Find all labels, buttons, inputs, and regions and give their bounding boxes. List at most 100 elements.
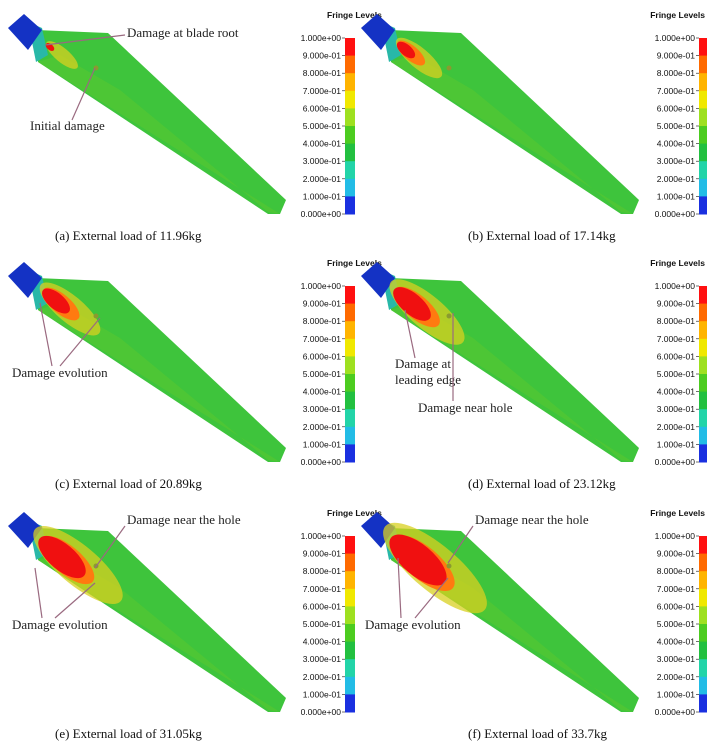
blade-shade xyxy=(38,303,280,462)
legend-title: Fringe Levels xyxy=(650,508,705,518)
colorbar-segment xyxy=(345,606,355,625)
colorbar-segment xyxy=(699,73,707,92)
blade xyxy=(36,30,286,214)
colorbar-segment xyxy=(345,73,355,92)
annotation: Damage near the hole xyxy=(475,512,589,527)
annotation-arrow xyxy=(34,567,43,619)
level-label: 8.000e-01 xyxy=(657,566,696,576)
level-label: 1.000e+00 xyxy=(655,531,696,541)
blade-root xyxy=(361,14,395,50)
annotation-arrow xyxy=(447,525,474,564)
blade-root xyxy=(8,262,42,298)
level-label: 6.000e-01 xyxy=(303,103,342,113)
colorbar-segment xyxy=(699,659,707,678)
level-label: 5.000e-01 xyxy=(303,619,342,629)
colorbar-segment xyxy=(345,126,355,145)
level-label: 0.000e+00 xyxy=(301,707,342,717)
colorbar-segment xyxy=(699,624,707,643)
level-label: 2.000e-01 xyxy=(303,174,342,184)
colorbar-segment xyxy=(699,38,707,57)
colorbar-segment xyxy=(699,606,707,625)
caption: (a) External load of 11.96kg xyxy=(55,228,202,243)
level-label: 6.000e-01 xyxy=(657,601,696,611)
colorbar-segment xyxy=(699,571,707,590)
level-label: 0.000e+00 xyxy=(301,209,342,219)
damage-high xyxy=(396,41,416,59)
level-label: 7.000e-01 xyxy=(657,584,696,594)
level-label: 4.000e-01 xyxy=(657,387,696,397)
level-label: 9.000e-01 xyxy=(303,549,342,559)
colorbar-segment xyxy=(699,553,707,572)
colorbar-segment xyxy=(345,409,355,428)
colorbar-segment xyxy=(699,676,707,695)
panel: Fringe Levels 1.000e+00 9.000e-01 8.000e-01… xyxy=(361,508,707,741)
colorbar-segment xyxy=(699,55,707,74)
level-label: 6.000e-01 xyxy=(303,351,342,361)
annotation: Damage at xyxy=(395,356,451,371)
caption: (b) External load of 17.14kg xyxy=(468,228,616,243)
level-label: 9.000e-01 xyxy=(657,51,696,61)
level-label: 1.000e-01 xyxy=(657,191,696,201)
colorbar-segment xyxy=(345,694,355,713)
annotation-arrow xyxy=(404,309,416,359)
colorbar-segment xyxy=(345,108,355,127)
colorbar-segment xyxy=(345,286,355,305)
level-label: 8.000e-01 xyxy=(303,68,342,78)
level-label: 2.000e-01 xyxy=(657,422,696,432)
annotation: leading edge xyxy=(395,372,461,387)
colorbar-segment xyxy=(699,426,707,445)
level-label: 3.000e-01 xyxy=(303,156,342,166)
colorbar-segment xyxy=(345,196,355,215)
level-label: 1.000e+00 xyxy=(655,33,696,43)
colorbar-segment xyxy=(699,321,707,340)
panel: Fringe Levels 1.000e+00 9.000e-01 8.000e-01… xyxy=(361,10,707,243)
level-label: 1.000e+00 xyxy=(301,531,342,541)
colorbar-segment xyxy=(699,374,707,393)
colorbar-segment xyxy=(699,391,707,410)
legend-title: Fringe Levels xyxy=(327,258,382,268)
caption: (f) External load of 33.7kg xyxy=(468,726,607,741)
legend-title: Fringe Levels xyxy=(327,10,382,20)
level-label: 8.000e-01 xyxy=(303,316,342,326)
annotation-arrow xyxy=(59,317,101,367)
level-label: 4.000e-01 xyxy=(303,637,342,647)
hole xyxy=(446,563,452,569)
level-label: 2.000e-01 xyxy=(303,672,342,682)
level-label: 4.000e-01 xyxy=(303,387,342,397)
annotation: Damage near the hole xyxy=(127,512,241,527)
hole xyxy=(93,313,99,319)
colorbar-segment xyxy=(345,553,355,572)
level-label: 0.000e+00 xyxy=(655,707,696,717)
colorbar-segment xyxy=(699,641,707,660)
damage-high xyxy=(393,287,431,321)
colorbar-segment xyxy=(345,356,355,375)
blade xyxy=(389,30,639,214)
caption: (c) External load of 20.89kg xyxy=(55,476,202,491)
level-label: 7.000e-01 xyxy=(303,334,342,344)
level-label: 1.000e+00 xyxy=(301,281,342,291)
damage-high xyxy=(38,535,86,579)
level-label: 1.000e-01 xyxy=(303,439,342,449)
level-label: 6.000e-01 xyxy=(657,103,696,113)
annotation: Initial damage xyxy=(30,118,105,133)
level-label: 1.000e+00 xyxy=(301,33,342,43)
colorbar-segment xyxy=(345,178,355,197)
level-label: 9.000e-01 xyxy=(657,549,696,559)
annotation: Damage at blade root xyxy=(127,25,239,40)
colorbar-segment xyxy=(345,641,355,660)
annotation: Damage near hole xyxy=(418,400,513,415)
colorbar-segment xyxy=(699,536,707,555)
legend-title: Fringe Levels xyxy=(650,10,705,20)
colorbar-segment xyxy=(345,624,355,643)
colorbar-segment xyxy=(345,143,355,162)
colorbar-segment xyxy=(699,161,707,180)
level-label: 5.000e-01 xyxy=(657,121,696,131)
damage-high xyxy=(41,288,71,314)
damage-high xyxy=(389,534,447,586)
colorbar-segment xyxy=(699,588,707,607)
blade-root xyxy=(8,14,42,50)
level-label: 1.000e-01 xyxy=(303,689,342,699)
level-label: 7.000e-01 xyxy=(657,334,696,344)
annotation: Damage evolution xyxy=(12,617,108,632)
